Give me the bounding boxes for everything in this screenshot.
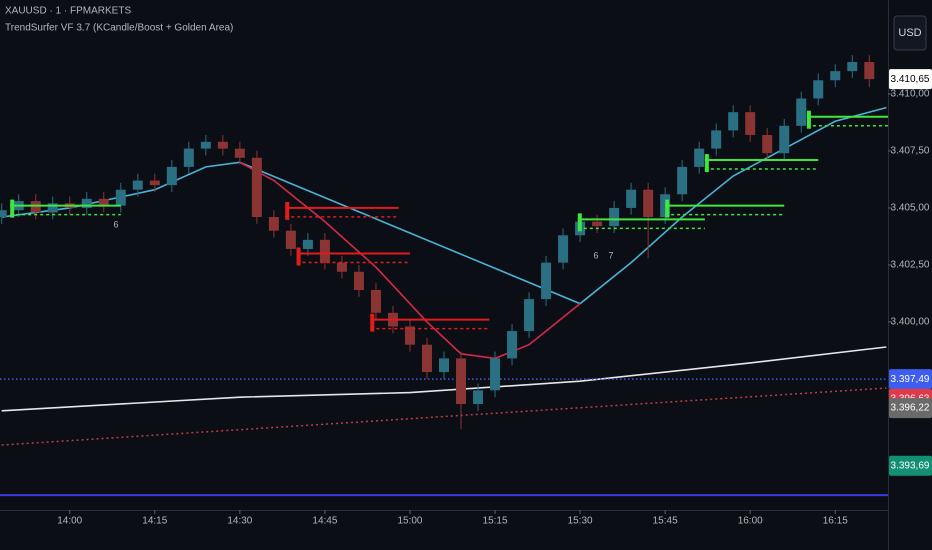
candle-body [132, 180, 143, 190]
price-label-box [889, 69, 932, 90]
level-marker [665, 199, 670, 218]
candle-body [166, 166, 177, 186]
candle-body [507, 331, 518, 359]
candle-body [404, 326, 415, 345]
x-tick-label: 16:00 [738, 516, 763, 527]
currency-button[interactable] [893, 15, 927, 51]
candle-body [336, 262, 347, 272]
candle-body [796, 98, 807, 126]
candle-body [47, 203, 58, 213]
y-tick-label: 3.405,00 [891, 203, 930, 214]
chart-title: XAUUSD · 1 · FPMARKETS [5, 6, 131, 17]
x-tick-label: 15:15 [483, 516, 508, 527]
candle-body [353, 271, 364, 290]
level-marker [704, 154, 709, 173]
signal-label: 7 [608, 250, 613, 260]
candle-body [694, 148, 705, 167]
price-label-box [889, 455, 932, 476]
candle-body [234, 148, 245, 158]
candle-body [98, 198, 109, 206]
indicator-line [239, 161, 581, 360]
candle-body [864, 62, 875, 80]
x-tick-label: 14:00 [57, 516, 82, 527]
candle-body [728, 112, 739, 131]
candle-body [558, 235, 569, 263]
candle-body [745, 112, 756, 135]
x-tick-label: 14:45 [312, 516, 337, 527]
indicator-line [1, 106, 887, 305]
candle-body [319, 239, 330, 263]
y-tick-label: 3.402,50 [891, 260, 930, 271]
candle-body [183, 148, 194, 167]
x-tick-label: 14:15 [142, 516, 167, 527]
candle-body [643, 189, 654, 218]
candle-body [217, 141, 228, 149]
level-marker [10, 199, 15, 218]
candle-body [200, 141, 211, 149]
x-tick-label: 14:30 [227, 516, 252, 527]
candle-body [115, 189, 126, 206]
candle-body [473, 390, 484, 404]
candle-body [779, 125, 790, 154]
price-label-box [889, 398, 932, 419]
level-marker [577, 213, 582, 232]
signal-label: 6 [593, 250, 598, 260]
candle-body [149, 180, 160, 186]
level-marker [285, 201, 290, 220]
candle-body [847, 62, 858, 72]
x-tick-label: 16:15 [823, 516, 848, 527]
chart-subtitle: TrendSurfer VF 3.7 (KCandle/Boost + Gold… [5, 23, 233, 34]
candle-body [524, 299, 535, 332]
candle-body [456, 358, 467, 404]
signal-label: 6 [113, 219, 118, 229]
price-label: 3.396,22 [891, 403, 930, 414]
x-tick-label: 15:30 [568, 516, 593, 527]
candle-body [677, 166, 688, 195]
candle-body [370, 289, 381, 313]
candle-body [251, 157, 262, 218]
price-label: 3.393,69 [891, 460, 930, 471]
level-marker [806, 110, 811, 129]
price-label: 3.410,65 [891, 74, 930, 85]
candle-body [30, 201, 41, 213]
candle-body [609, 207, 620, 227]
candle-body [711, 130, 722, 149]
candle-body [285, 230, 296, 249]
candle-body [592, 221, 603, 227]
candle-body [813, 80, 824, 99]
candle-body [302, 239, 313, 249]
candle-body [762, 134, 773, 154]
y-tick-label: 3.407,50 [891, 146, 930, 157]
candle-body [268, 217, 279, 231]
candle-body [541, 262, 552, 300]
level-marker [370, 313, 375, 332]
x-tick-label: 15:45 [653, 516, 678, 527]
candle-body [490, 358, 501, 391]
candle-body [0, 210, 7, 218]
y-tick-label: 3.410,00 [891, 89, 930, 100]
y-tick-label: 3.400,00 [891, 317, 930, 328]
candle-body [439, 358, 449, 373]
candle-body [830, 71, 841, 81]
currency: USD [898, 27, 921, 39]
price-label-box [889, 369, 932, 390]
candle-body [421, 344, 432, 373]
candle-body [626, 189, 637, 208]
price-label: 3.397,49 [891, 374, 930, 385]
x-tick-label: 15:00 [397, 516, 422, 527]
level-marker [296, 247, 301, 266]
candle-body [81, 198, 92, 208]
